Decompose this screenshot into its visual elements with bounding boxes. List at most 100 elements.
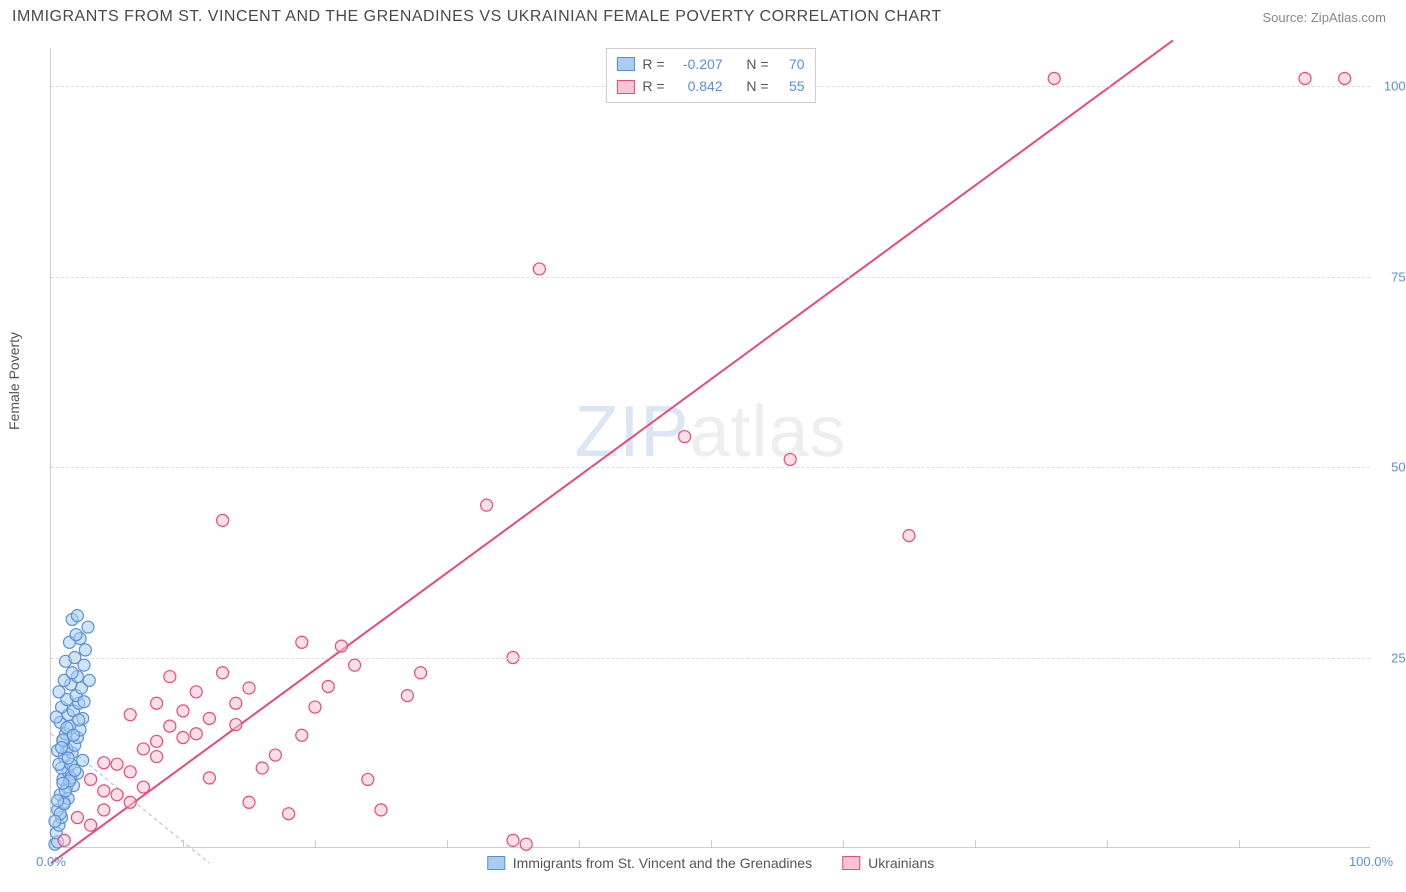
n-label: N = — [746, 53, 768, 75]
data-point — [124, 709, 136, 721]
r-value: -0.207 — [673, 53, 723, 75]
x-tick-label: 100.0% — [1349, 854, 1393, 869]
gridline-horizontal — [51, 467, 1370, 468]
data-point — [190, 686, 202, 698]
data-point — [151, 735, 163, 747]
gridline-vertical-minor — [315, 840, 316, 848]
data-point — [415, 667, 427, 679]
data-point — [71, 812, 83, 824]
data-point — [71, 610, 83, 622]
data-point — [903, 530, 915, 542]
data-point — [137, 743, 149, 755]
legend-swatch — [616, 57, 634, 71]
gridline-vertical-minor — [1107, 840, 1108, 848]
r-value: 0.842 — [673, 75, 723, 97]
legend-swatch — [616, 80, 634, 94]
data-point — [243, 796, 255, 808]
x-axis-legend: Immigrants from St. Vincent and the Gren… — [487, 855, 934, 871]
n-value: 55 — [777, 75, 805, 97]
data-point — [69, 764, 81, 776]
gridline-horizontal — [51, 658, 1370, 659]
data-point — [203, 772, 215, 784]
data-point — [85, 773, 97, 785]
data-point — [256, 762, 268, 774]
data-point — [78, 696, 90, 708]
data-point — [49, 815, 61, 827]
trend-line — [51, 40, 1173, 863]
data-point — [111, 789, 123, 801]
n-label: N = — [746, 75, 768, 97]
legend-row: R =-0.207 N =70 — [616, 53, 804, 75]
data-point — [50, 711, 62, 723]
gridline-vertical-minor — [711, 840, 712, 848]
data-point — [375, 804, 387, 816]
legend-swatch — [842, 856, 860, 870]
data-point — [362, 773, 374, 785]
data-point — [85, 819, 97, 831]
data-point — [283, 808, 295, 820]
data-point — [217, 514, 229, 526]
data-point — [164, 671, 176, 683]
n-value: 70 — [777, 53, 805, 75]
data-point — [151, 751, 163, 763]
data-point — [98, 757, 110, 769]
data-point — [79, 644, 91, 656]
data-point — [349, 659, 361, 671]
gridline-vertical-minor — [579, 840, 580, 848]
data-point — [124, 766, 136, 778]
data-point — [62, 752, 74, 764]
data-point — [111, 758, 123, 770]
series-label: Immigrants from St. Vincent and the Gren… — [513, 855, 812, 871]
gridline-vertical-minor — [843, 840, 844, 848]
x-tick-label: 0.0% — [36, 854, 66, 869]
data-point — [66, 667, 78, 679]
x-legend-item: Ukrainians — [842, 855, 934, 871]
data-point — [67, 729, 79, 741]
gridline-vertical-minor — [183, 840, 184, 848]
r-label: R = — [642, 75, 664, 97]
data-point — [98, 804, 110, 816]
y-tick-label: 100.0% — [1384, 79, 1406, 94]
x-legend-item: Immigrants from St. Vincent and the Gren… — [487, 855, 812, 871]
legend-swatch — [487, 856, 505, 870]
gridline-vertical-minor — [447, 840, 448, 848]
chart-title: IMMIGRANTS FROM ST. VINCENT AND THE GREN… — [12, 8, 942, 26]
data-point — [52, 795, 64, 807]
legend-row: R = 0.842 N = 55 — [616, 75, 804, 97]
data-point — [124, 796, 136, 808]
plot-area: ZIPatlas 25.0%50.0%75.0%100.0%0.0%100.0%… — [50, 48, 1370, 848]
data-point — [481, 499, 493, 511]
data-point — [77, 754, 89, 766]
source-attribution: Source: ZipAtlas.com — [1262, 10, 1386, 25]
data-point — [53, 686, 65, 698]
data-point — [58, 834, 70, 846]
data-point — [137, 781, 149, 793]
data-point — [401, 690, 413, 702]
data-point — [177, 732, 189, 744]
data-point — [1299, 72, 1311, 84]
data-point — [296, 636, 308, 648]
data-point — [1048, 72, 1060, 84]
data-point — [82, 621, 94, 633]
y-tick-label: 50.0% — [1391, 460, 1406, 475]
data-point — [164, 720, 176, 732]
data-point — [83, 674, 95, 686]
data-point — [520, 838, 532, 850]
data-point — [57, 777, 69, 789]
data-point — [70, 629, 82, 641]
data-point — [217, 667, 229, 679]
data-point — [230, 719, 242, 731]
source-value: ZipAtlas.com — [1311, 10, 1386, 25]
gridline-vertical-minor — [975, 840, 976, 848]
gridline-horizontal — [51, 277, 1370, 278]
data-point — [151, 697, 163, 709]
data-point — [243, 682, 255, 694]
chart-svg — [51, 48, 1370, 847]
data-point — [190, 728, 202, 740]
data-point — [269, 749, 281, 761]
data-point — [73, 714, 85, 726]
data-point — [1339, 72, 1351, 84]
data-point — [230, 697, 242, 709]
data-point — [56, 741, 68, 753]
y-tick-label: 75.0% — [1391, 269, 1406, 284]
